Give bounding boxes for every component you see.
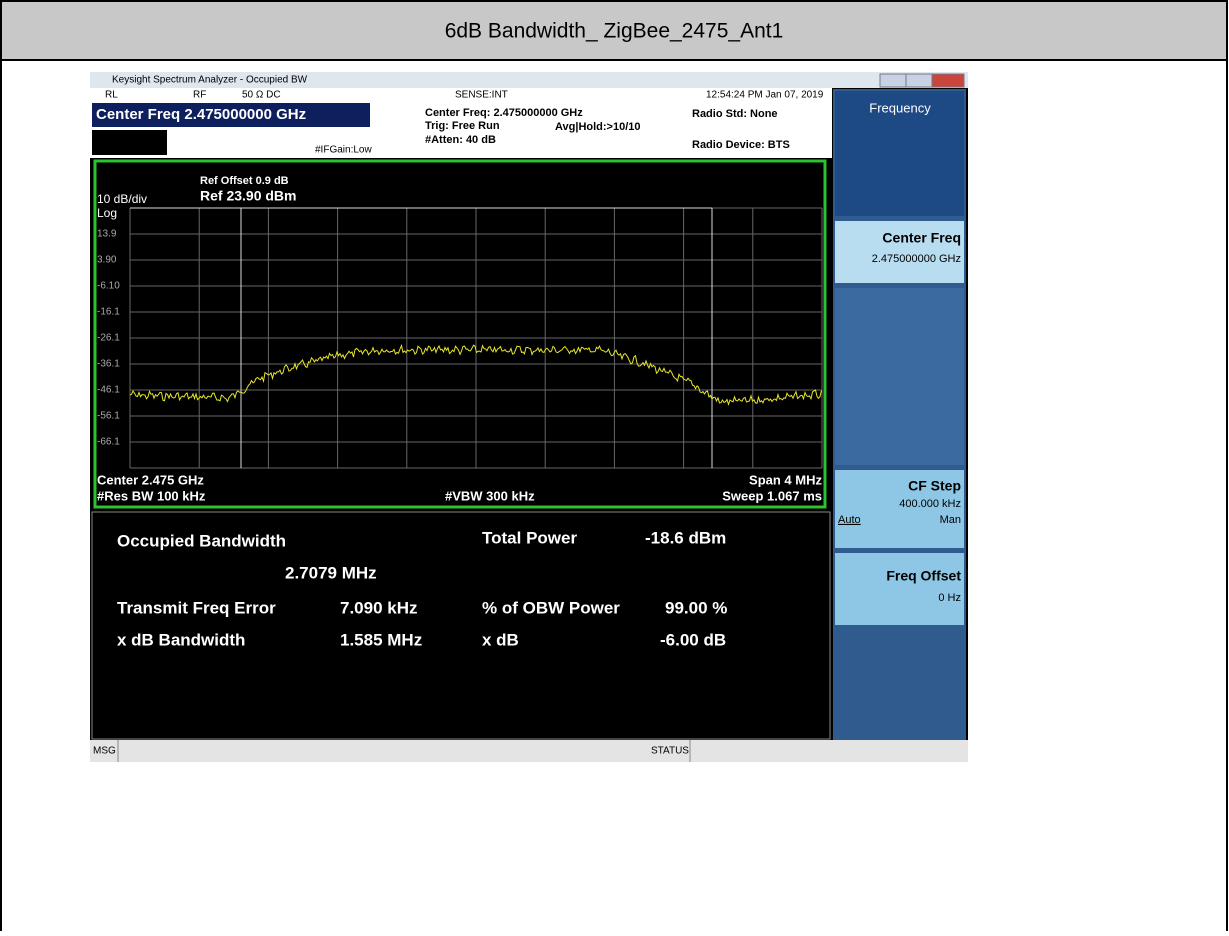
impedance: 50 Ω DC bbox=[242, 90, 281, 101]
freq-error-value: 7.090 kHz bbox=[340, 598, 418, 617]
plot-area bbox=[93, 159, 827, 509]
trace bbox=[129, 343, 822, 407]
obw-power-label: % of OBW Power bbox=[482, 598, 620, 617]
xdb-value: -6.00 dB bbox=[660, 630, 726, 649]
blank-key bbox=[835, 288, 964, 465]
if-gain: #IFGain:Low bbox=[315, 145, 372, 156]
cf-step-label: CF Step bbox=[908, 478, 961, 494]
timestamp: 12:54:24 PM Jan 07, 2019 bbox=[706, 90, 824, 101]
obw-value: 2.7079 MHz bbox=[285, 563, 377, 582]
cf-step-auto: Auto bbox=[838, 514, 861, 526]
total-power-label: Total Power bbox=[482, 528, 577, 547]
cf-step-man: Man bbox=[940, 514, 961, 526]
y-label: -56.1 bbox=[97, 411, 120, 422]
close-button[interactable] bbox=[931, 73, 965, 88]
y-label: -6.10 bbox=[97, 281, 120, 292]
xdb-label: x dB bbox=[482, 630, 519, 649]
y-labels: 13.9 3.90 -6.10 -16.1 -26.1 -36.1 -46.1 -56.1 -6… bbox=[97, 229, 120, 448]
minimize-button[interactable] bbox=[879, 73, 907, 88]
xdb-bw-value: 1.585 MHz bbox=[340, 630, 422, 649]
center-freq: Center Freq 2.475000000 GHz bbox=[96, 106, 306, 123]
center-freq-detail: Center Freq: 2.475000000 GHz bbox=[425, 107, 583, 119]
msg: MSG bbox=[93, 746, 116, 757]
sense: SENSE:INT bbox=[455, 90, 508, 101]
maximize-button[interactable] bbox=[905, 73, 933, 88]
scale: 10 dB/div bbox=[97, 192, 147, 206]
rl: RL bbox=[105, 90, 118, 101]
xdb-bw-label: x dB Bandwidth bbox=[117, 630, 245, 649]
freq-offset-key[interactable] bbox=[835, 553, 964, 625]
log: Log bbox=[97, 206, 117, 220]
radio-std: Radio Std: None bbox=[692, 108, 778, 120]
center-freq-key[interactable] bbox=[835, 221, 964, 283]
sweep: Sweep 1.067 ms bbox=[722, 488, 822, 503]
y-label: -36.1 bbox=[97, 359, 120, 370]
freq-offset-label: Freq Offset bbox=[886, 568, 961, 584]
y-label: -16.1 bbox=[97, 307, 120, 318]
ref-offset: Ref Offset 0.9 dB bbox=[200, 175, 289, 187]
results-panel bbox=[91, 511, 831, 740]
black-box bbox=[92, 130, 167, 155]
obw-power-value: 99.00 % bbox=[665, 598, 727, 617]
rf: RF bbox=[193, 90, 206, 101]
trig: Trig: Free Run bbox=[425, 120, 500, 132]
cf-step-value: 400.000 kHz bbox=[899, 498, 961, 510]
span: Span 4 MHz bbox=[749, 472, 822, 487]
status: STATUS bbox=[651, 746, 689, 757]
window-titlebar bbox=[90, 72, 968, 88]
center-freq-box bbox=[92, 103, 370, 127]
atten: #Atten: 40 dB bbox=[425, 134, 496, 146]
menu-title: Frequency bbox=[869, 100, 931, 115]
center-freq-key-label: Center Freq bbox=[882, 230, 961, 246]
status-row: RL RF 50 Ω DC SENSE:INT 12:54:24 PM Jan … bbox=[105, 90, 824, 101]
y-label: -26.1 bbox=[97, 333, 120, 344]
freq-offset-value: 0 Hz bbox=[938, 592, 961, 604]
y-label: -46.1 bbox=[97, 385, 120, 396]
center: Center 2.475 GHz bbox=[97, 472, 204, 487]
obw-label: Occupied Bandwidth bbox=[117, 531, 286, 550]
avg-hold: Avg|Hold:>10/10 bbox=[555, 121, 641, 133]
menu-header bbox=[835, 91, 964, 216]
document-title: 6dB Bandwidth_ ZigBee_2475_Ant1 bbox=[445, 20, 784, 43]
y-label: 3.90 bbox=[97, 255, 117, 266]
res-bw: #Res BW 100 kHz bbox=[97, 488, 206, 503]
center-freq-key-value: 2.475000000 GHz bbox=[872, 253, 961, 265]
vbw: #VBW 300 kHz bbox=[445, 488, 535, 503]
title-band bbox=[0, 0, 1228, 61]
cf-step-key[interactable] bbox=[835, 470, 964, 548]
freq-error-label: Transmit Freq Error bbox=[117, 598, 276, 617]
total-power-value: -18.6 dBm bbox=[645, 528, 726, 547]
window-title: Keysight Spectrum Analyzer - Occupied BW bbox=[112, 75, 308, 86]
status-bar bbox=[90, 740, 968, 762]
ref-level: Ref 23.90 dBm bbox=[200, 188, 296, 204]
y-label: -66.1 bbox=[97, 437, 120, 448]
y-label: 13.9 bbox=[97, 229, 117, 240]
radio-device: Radio Device: BTS bbox=[692, 139, 790, 151]
